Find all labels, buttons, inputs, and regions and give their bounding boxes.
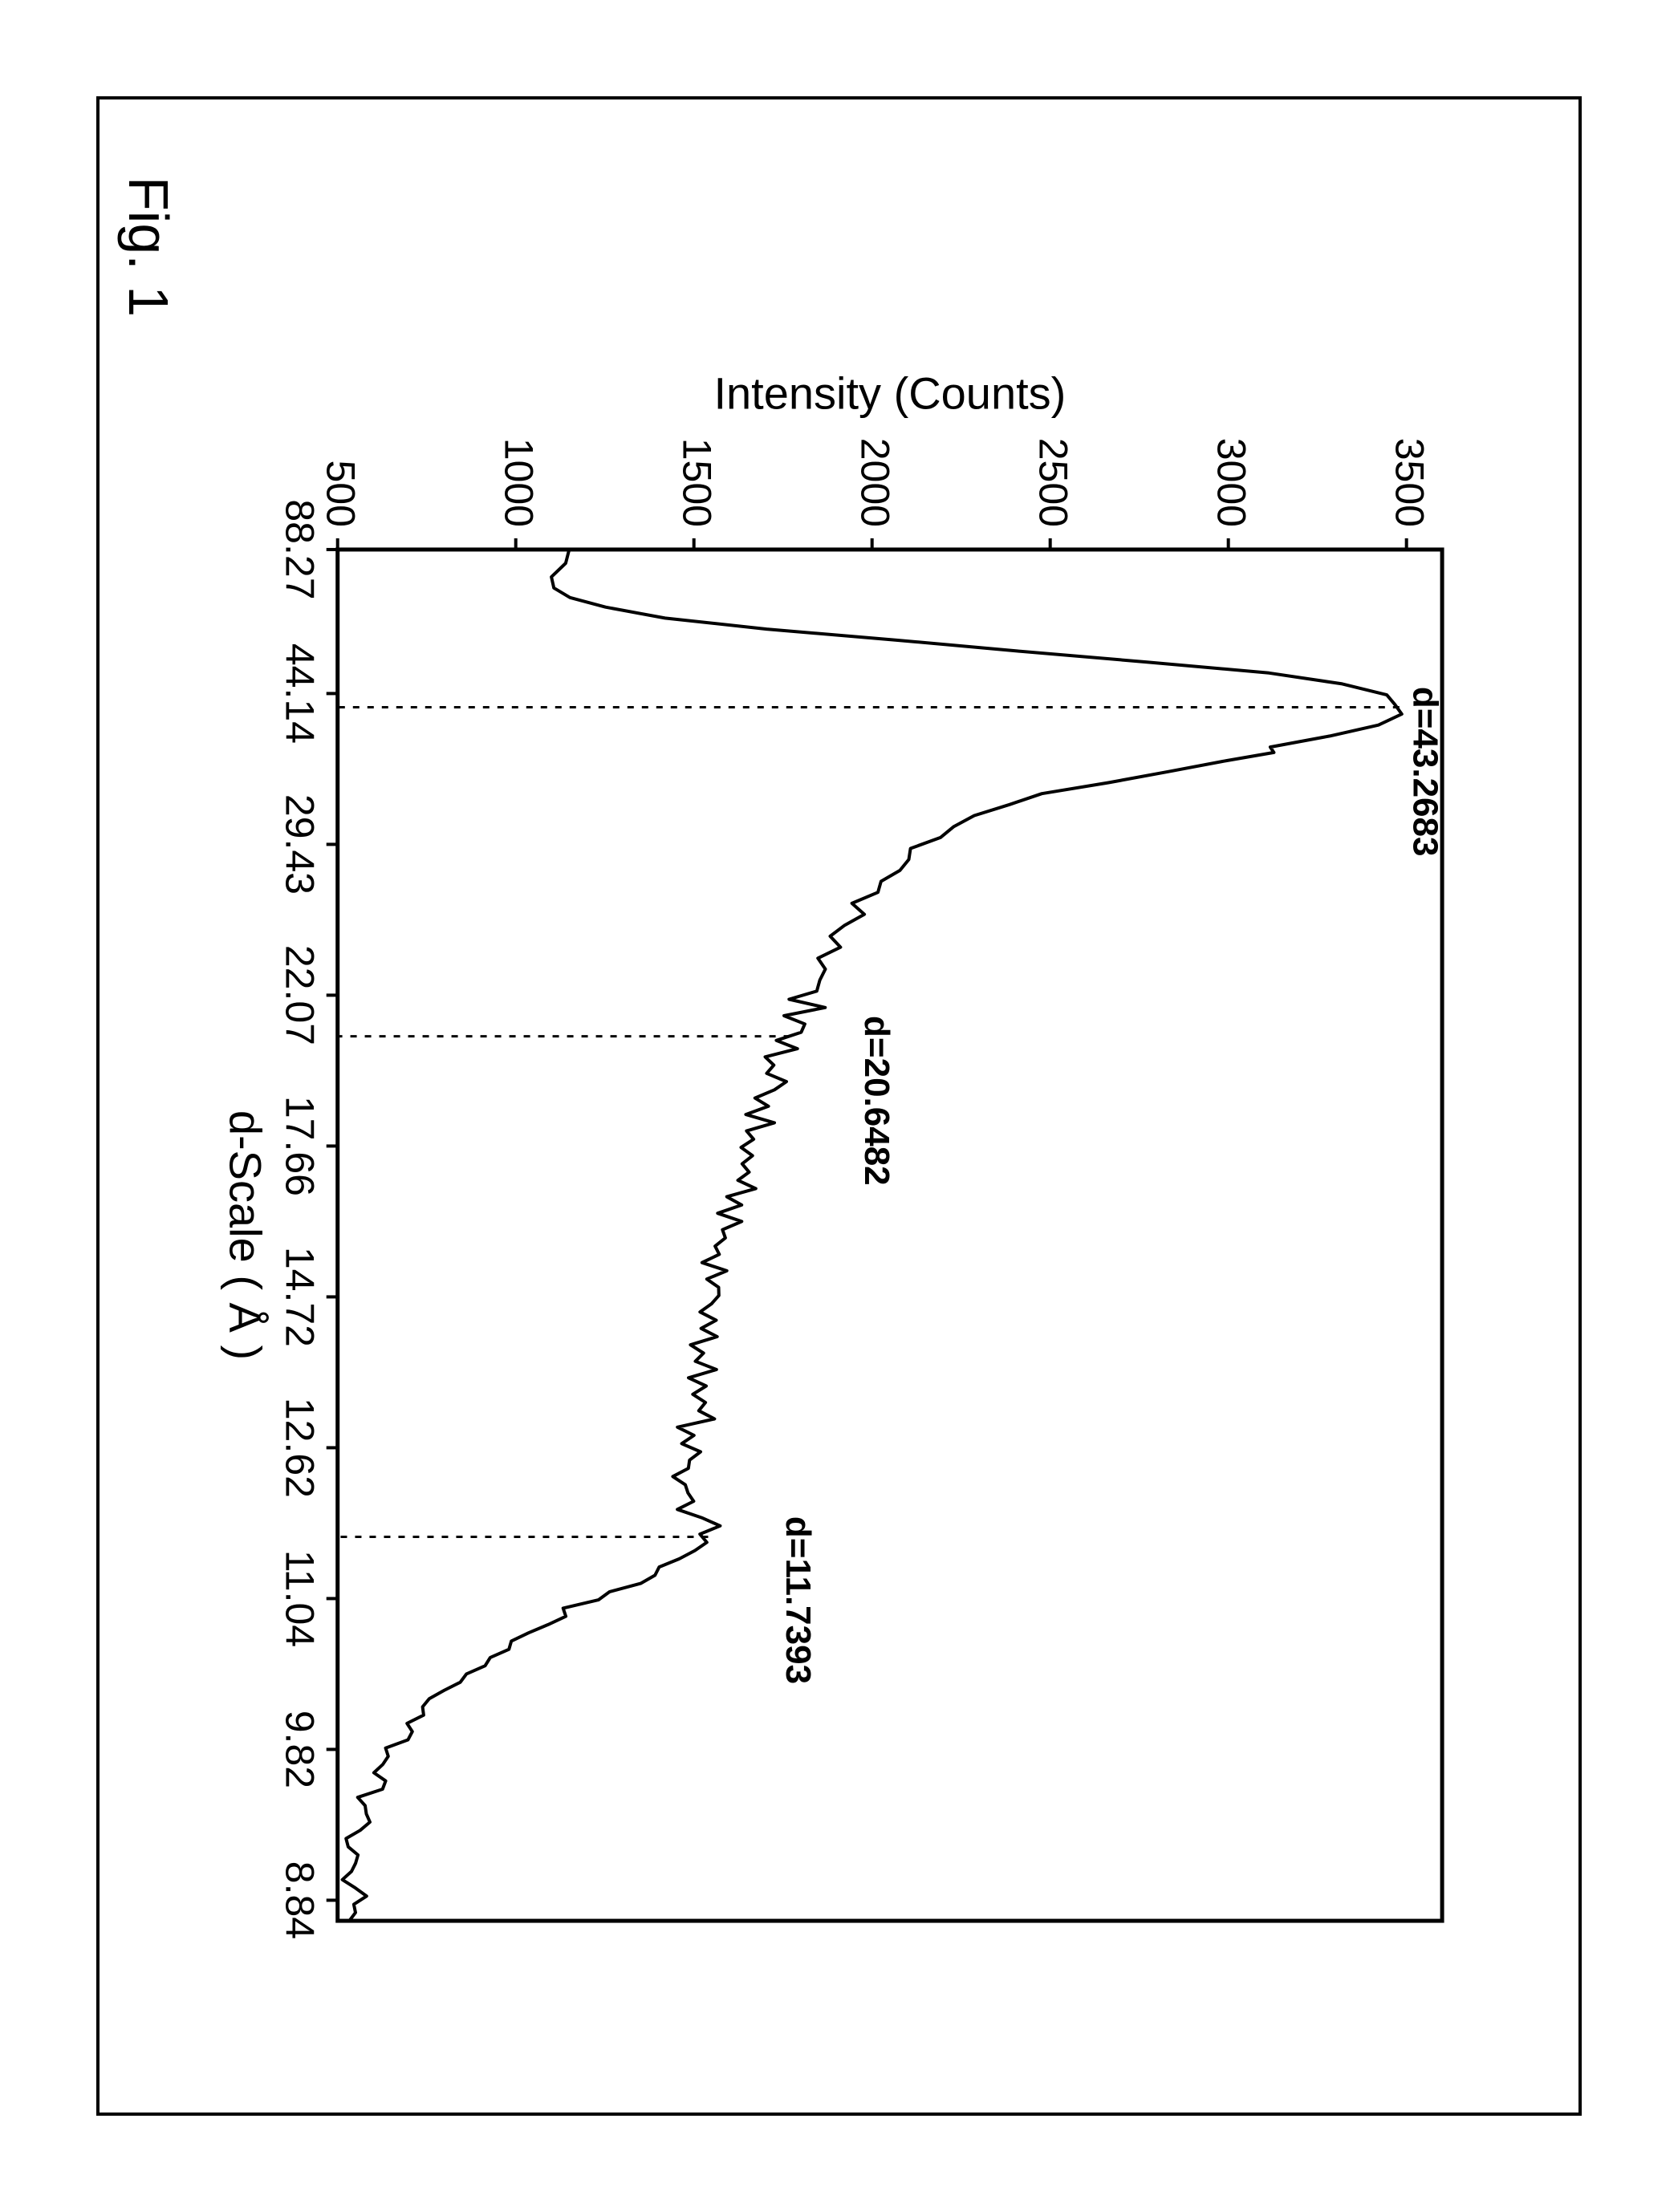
x-tick-label: 12.62 <box>278 1398 323 1498</box>
x-tick-label: 8.84 <box>278 1861 323 1939</box>
peak-marker-label: d=11.7393 <box>778 1516 818 1684</box>
y-tick-label: 2000 <box>852 438 897 527</box>
x-tick-label: 88.27 <box>278 499 323 599</box>
y-tick-label: 1000 <box>496 438 541 527</box>
peak-marker-label: d=43.2683 <box>1406 687 1445 857</box>
y-tick-label: 3000 <box>1209 438 1253 527</box>
y-tick-label: 1500 <box>674 438 719 527</box>
x-tick-label: 17.66 <box>278 1096 323 1196</box>
x-tick-label: 22.07 <box>278 945 323 1045</box>
y-tick-label: 2500 <box>1030 438 1075 527</box>
page: { "figure_title": "Fig. 1", "title_style… <box>0 0 1678 2212</box>
x-tick-label: 11.04 <box>278 1550 323 1647</box>
x-axis-label: d-Scale ( Å ) <box>221 1110 271 1360</box>
peak-marker-label: d=20.6482 <box>857 1016 896 1186</box>
x-tick-label: 9.82 <box>278 1711 323 1788</box>
x-tick-label: 44.14 <box>278 643 323 744</box>
x-tick-label: 14.72 <box>278 1247 323 1347</box>
y-tick-label: 3500 <box>1387 438 1432 527</box>
chart: 500 1000 1500 2000 2500 3000 3500 Intensity (Co… <box>112 112 1566 2100</box>
y-tick-label: 500 <box>319 461 364 527</box>
y-axis-label: Intensity (Counts) <box>713 368 1066 419</box>
plot-frame <box>338 550 1442 1921</box>
x-tick-label: 29.43 <box>278 794 323 895</box>
